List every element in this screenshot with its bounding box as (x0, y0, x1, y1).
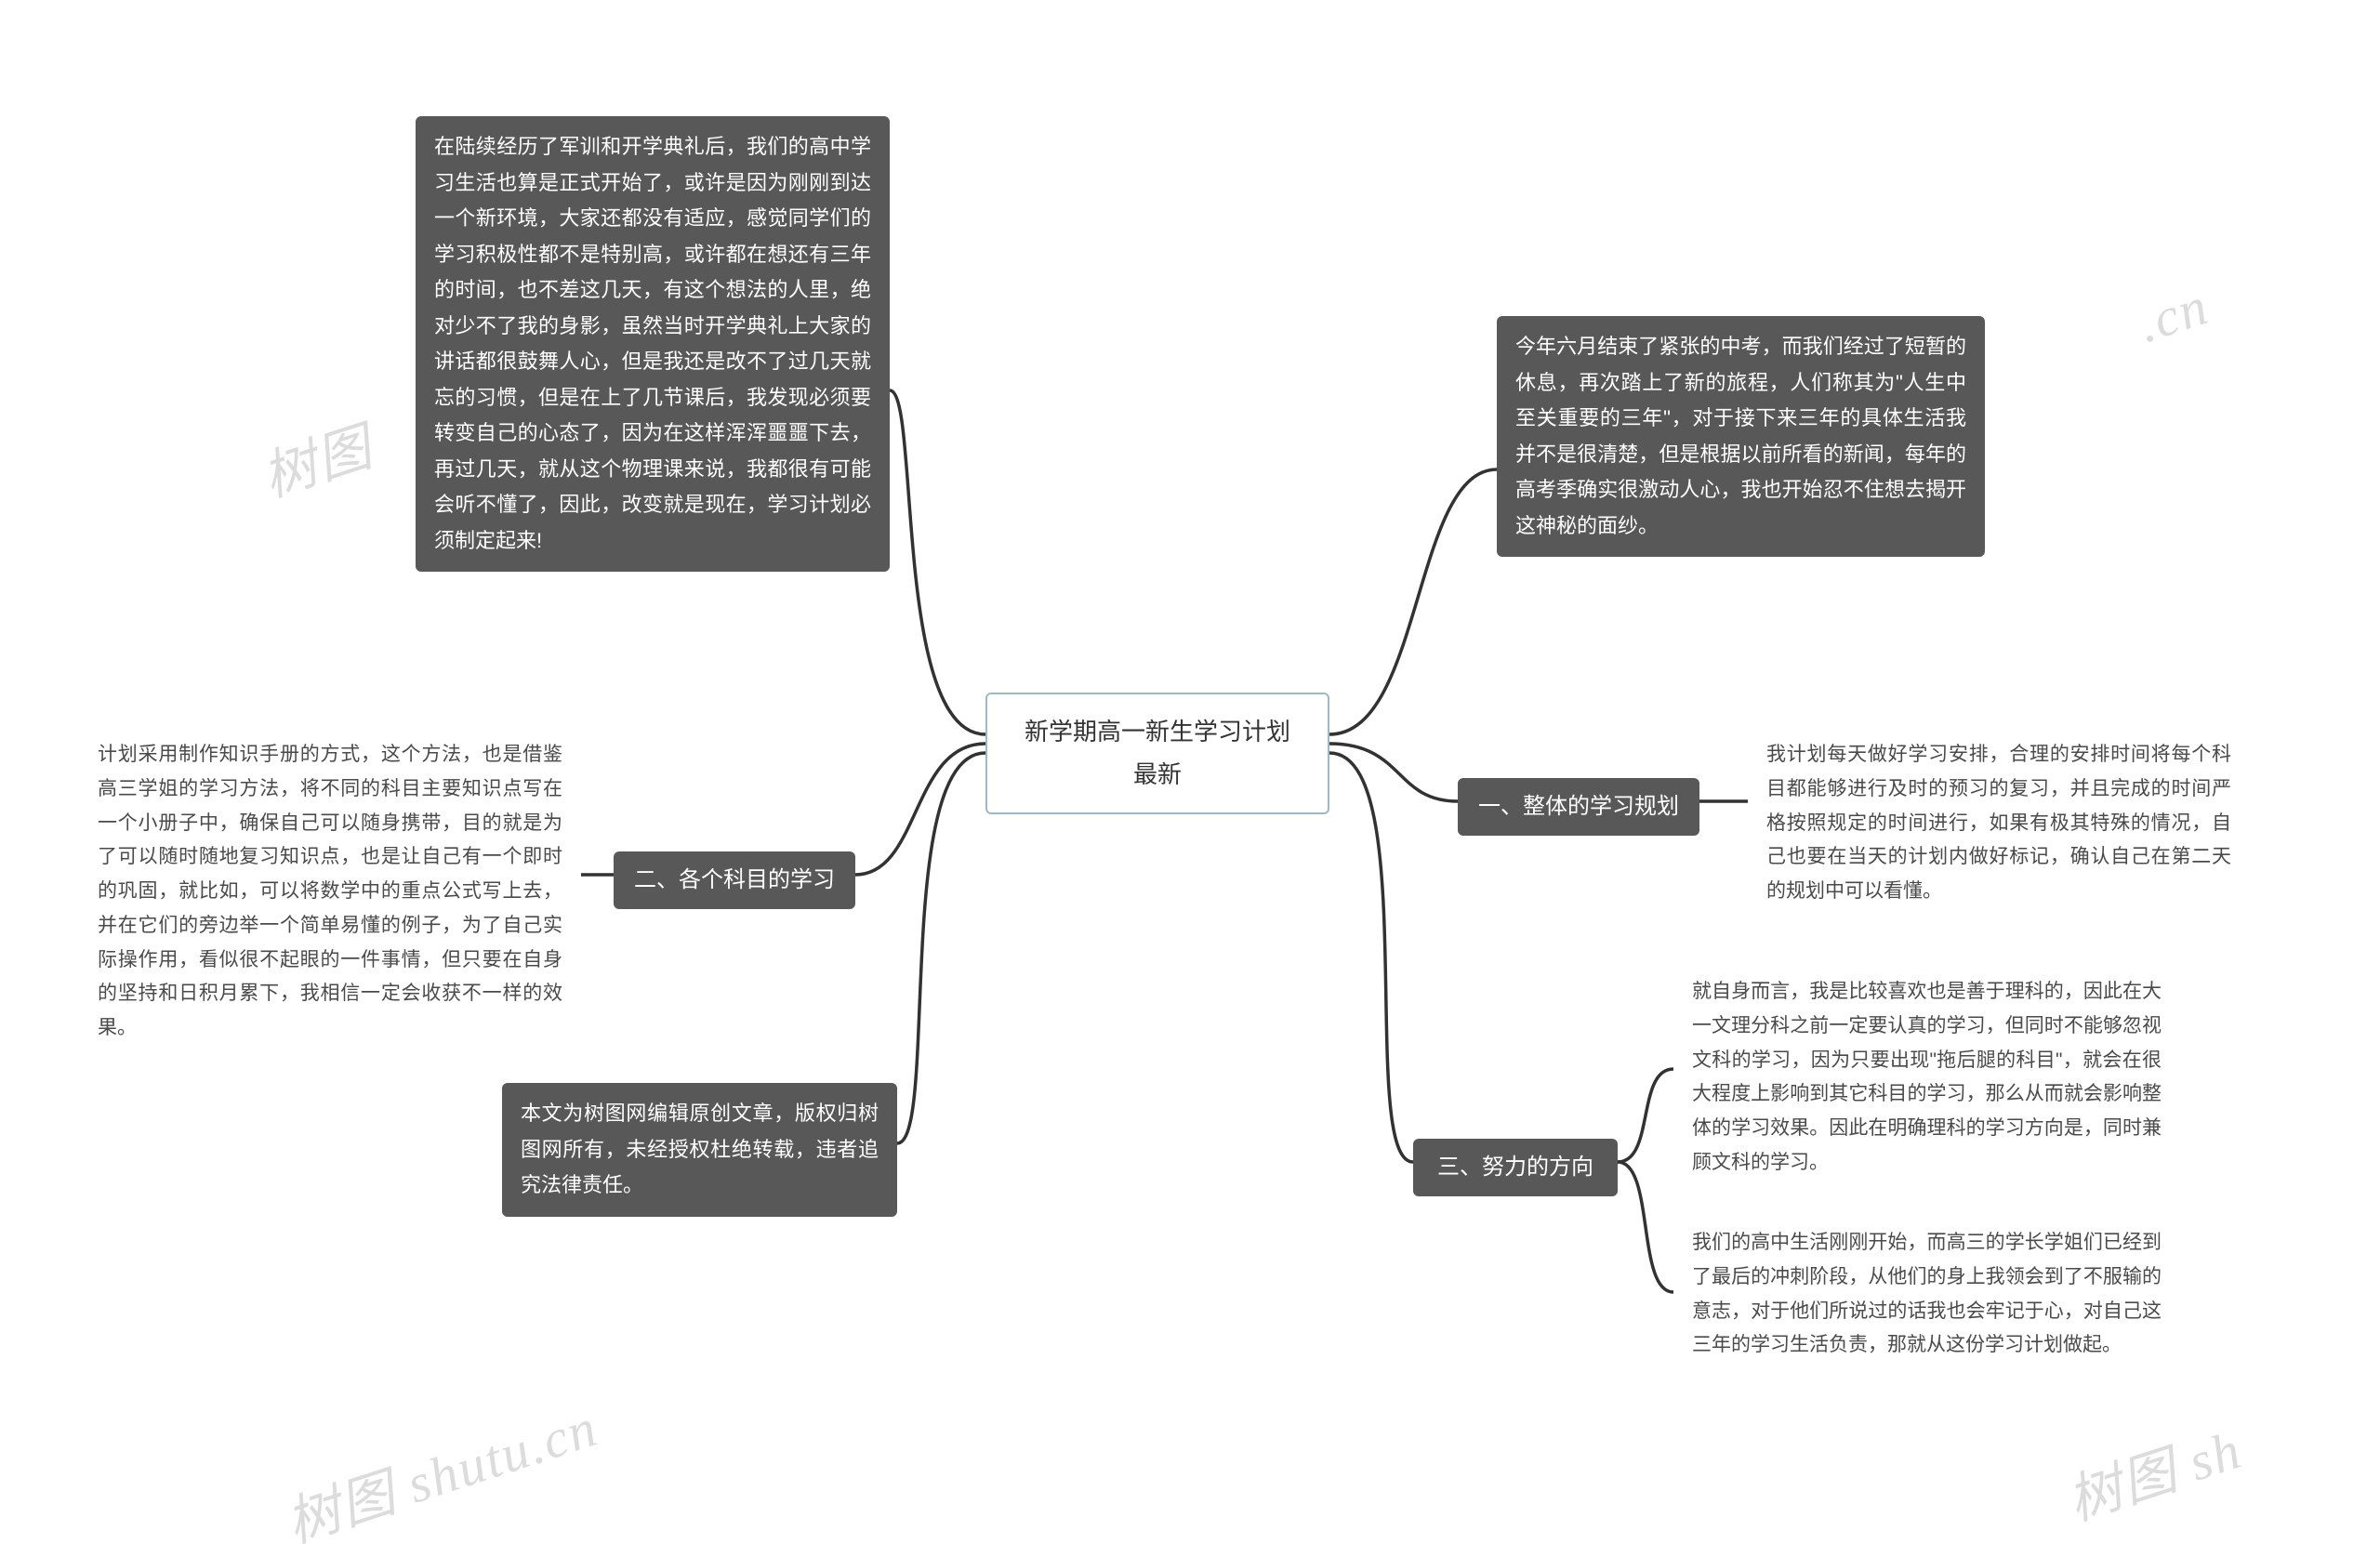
copyright-node[interactable]: 本文为树图网编辑原创文章，版权归树图网所有，未经授权杜绝转载，违者追究法律责任。 (502, 1083, 897, 1217)
branch-3-leaf-2[interactable]: 我们的高中生活刚刚开始，而高三的学长学姐们已经到了最后的冲刺阶段，从他们的身上我… (1673, 1213, 2180, 1376)
center-title-line1: 新学期高一新生学习计划 (1013, 711, 1302, 754)
branch-2-node[interactable]: 二、各个科目的学习 (614, 851, 855, 909)
right-intro-node[interactable]: 今年六月结束了紧张的中考，而我们经过了短暂的休息，再次踏上了新的旅程，人们称其为… (1497, 316, 1985, 557)
watermark: 树图 shutu.cn (275, 1383, 606, 1544)
center-title-line2: 最新 (1013, 754, 1302, 797)
watermark: 树图 (251, 403, 381, 512)
mindmap-canvas: 树图 .cn 树图 shutu.cn 树图 sh 新学期高一新生学习计划 最新 … (0, 0, 2380, 1544)
branch-1-leaf[interactable]: 我计划每天做好学习安排，合理的安排时间将每个科目都能够进行及时的预习的复习，并且… (1748, 725, 2250, 922)
left-intro-node[interactable]: 在陆续经历了军训和开学典礼后，我们的高中学习生活也算是正式开始了，或许是因为刚刚… (416, 116, 890, 572)
branch-2-leaf[interactable]: 计划采用制作知识手册的方式，这个方法，也是借鉴高三学姐的学习方法，将不同的科目主… (79, 725, 581, 1059)
branch-3-leaf-1[interactable]: 就自身而言，我是比较喜欢也是善于理科的，因此在大一文理分科之前一定要认真的学习，… (1673, 962, 2180, 1194)
center-node[interactable]: 新学期高一新生学习计划 最新 (985, 693, 1329, 814)
branch-3-node[interactable]: 三、努力的方向 (1413, 1139, 1618, 1196)
watermark: .cn (2130, 274, 2215, 355)
branch-1-node[interactable]: 一、整体的学习规划 (1458, 778, 1699, 836)
watermark: 树图 sh (2056, 1405, 2251, 1535)
